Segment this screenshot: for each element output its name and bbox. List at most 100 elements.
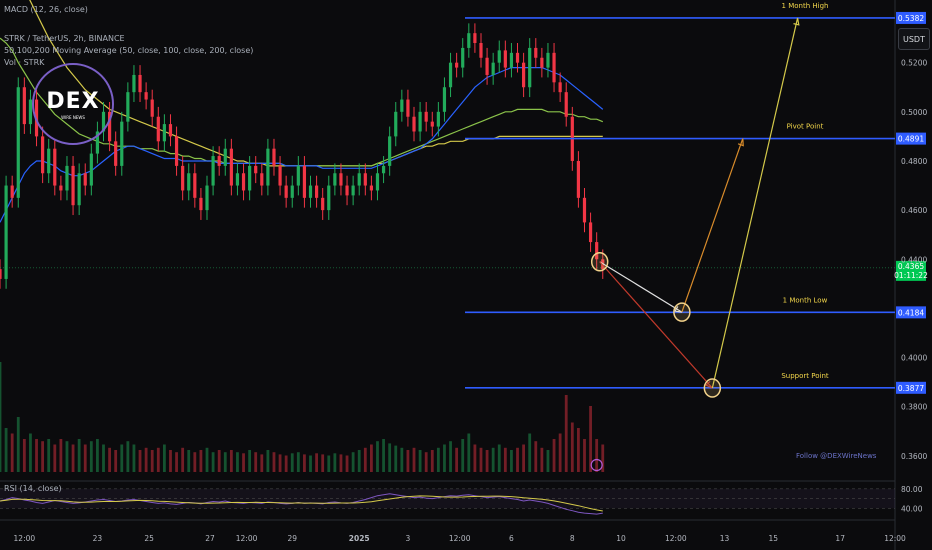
time-tick-label: 13 [720, 534, 730, 543]
candle-body [522, 62, 526, 88]
volume-bar [4, 428, 8, 472]
volume-bar [284, 455, 288, 472]
candle-body [0, 269, 2, 279]
volume-bar [546, 450, 550, 472]
candle-body [284, 185, 288, 198]
volume-bar [217, 450, 221, 472]
symbol-legend[interactable]: STRK / TetherUS, 2h, BINANCE [4, 34, 125, 43]
volume-bar [449, 441, 452, 472]
volume-bar [53, 444, 57, 472]
candle-body [16, 87, 20, 198]
candle-body [254, 165, 258, 174]
candle-body [485, 57, 489, 75]
level-tag-value: 0.5382 [898, 14, 924, 23]
volume-bar [528, 433, 532, 472]
candle-body [424, 111, 428, 122]
candle-body [375, 173, 380, 191]
volume-bar [400, 447, 404, 472]
volume-bar [510, 450, 513, 472]
macd-legend[interactable]: MACD (12, 26, close) [4, 5, 88, 14]
price-tick-label: 0.3800 [901, 403, 927, 412]
candle-body [10, 185, 14, 198]
candle-body [479, 43, 483, 58]
candle-body [588, 222, 593, 243]
volume-bar [394, 445, 398, 472]
volume-bar [0, 362, 2, 472]
volume-bar [89, 441, 93, 472]
time-tick-label: 12:00 [449, 534, 471, 543]
candle-body [357, 173, 361, 186]
volume-bar [388, 443, 392, 472]
volume-legend[interactable]: Vol · STRK [4, 58, 45, 67]
candle-body [546, 52, 550, 68]
candle-body [418, 111, 422, 132]
level-tag [896, 132, 926, 145]
time-tick-label: 23 [93, 534, 103, 543]
candle-body [552, 52, 556, 83]
volume-bar [126, 441, 130, 472]
candle-body [59, 185, 63, 191]
volume-bar [229, 450, 233, 472]
level-label: 1 Month High [782, 2, 829, 10]
candle-body [582, 197, 587, 223]
current-price-value: 0.4365 [898, 262, 924, 271]
volume-bar [175, 452, 178, 472]
volume-bar [570, 422, 574, 472]
ma-legend[interactable]: 50,100,200 Moving Average (50, close, 10… [4, 46, 254, 55]
volume-bar [540, 447, 544, 472]
time-tick-label: 3 [406, 534, 411, 543]
pivot-circle [703, 378, 722, 398]
currency-button[interactable]: USDT [898, 28, 930, 50]
level-tag-value: 0.4891 [898, 135, 924, 144]
time-tick-label: 15 [768, 534, 778, 543]
candle-body [114, 141, 118, 166]
candle-body [308, 185, 313, 198]
price-tick-label: 0.5000 [901, 108, 927, 117]
volume-bar [65, 441, 69, 472]
volume-bar [516, 447, 519, 472]
time-tick-label: 6 [509, 534, 514, 543]
volume-bar [382, 439, 385, 472]
volume-bar [272, 452, 276, 472]
candle-body [132, 74, 136, 93]
time-tick-label: 10 [616, 534, 626, 543]
candle-body [540, 57, 544, 68]
candle-body [528, 47, 532, 88]
volume-bar [351, 452, 355, 472]
candle-body [321, 197, 325, 211]
candle-body [302, 165, 307, 198]
volume-bar [369, 444, 373, 472]
candle-body [272, 148, 276, 166]
candle-body [22, 87, 26, 125]
level-tag-value: 0.4184 [898, 308, 924, 317]
volume-bar [16, 417, 20, 472]
volume-bar [558, 433, 562, 472]
volume-bar [522, 444, 526, 472]
candle-body [260, 173, 264, 186]
candle-body [223, 148, 227, 166]
candle-body [534, 47, 538, 58]
price-tick-label: 0.5200 [901, 59, 927, 68]
alert-icon [590, 458, 603, 472]
volume-bar [564, 395, 568, 472]
volume-bar [290, 453, 294, 472]
candle-body [576, 160, 581, 198]
volume-bar [193, 452, 197, 472]
level-label: Pivot Point [787, 123, 824, 131]
volume-bar [333, 453, 337, 472]
candle-body [53, 148, 57, 186]
time-tick-label: 12:00 [14, 534, 36, 543]
rsi-legend[interactable]: RSI (14, close) [4, 484, 62, 493]
volume-bar [552, 439, 556, 472]
time-tick-label: 12:00 [665, 534, 687, 543]
candle-body [400, 99, 404, 112]
candle-body [83, 173, 87, 186]
time-tick-label: 2025 [349, 534, 370, 543]
volume-bar [503, 447, 507, 472]
candle-body [497, 50, 501, 63]
volume-bar [345, 455, 349, 472]
volume-bar [406, 450, 410, 472]
volume-bar [260, 454, 264, 472]
